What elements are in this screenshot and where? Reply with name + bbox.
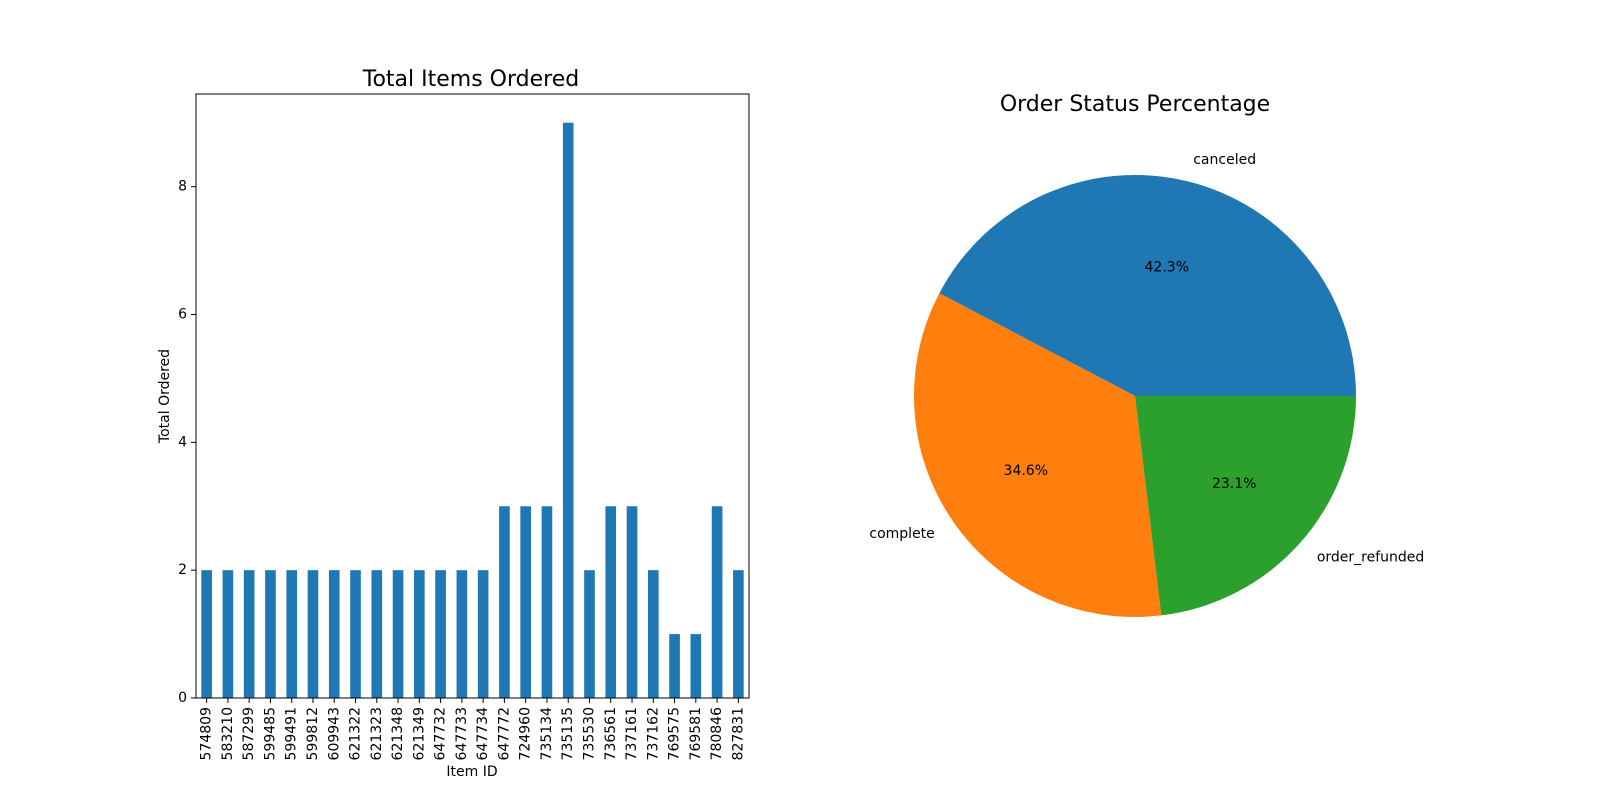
x-tick-label: 647733: [454, 707, 470, 760]
bar: [626, 506, 638, 698]
pie-slice-label: order_refunded: [1317, 549, 1424, 565]
x-tick-label: 736561: [603, 707, 619, 760]
bar: [307, 570, 319, 698]
pie-chart: Order Status Percentage 42.3% canceled 34.…: [869, 92, 1424, 618]
y-tick-label: 2: [178, 562, 187, 578]
x-tick-label: 827831: [730, 707, 746, 760]
y-axis-label: Total Ordered: [157, 349, 173, 444]
x-tick-label: 621349: [411, 707, 427, 760]
x-tick-label: 587299: [241, 707, 257, 760]
bar: [435, 570, 446, 698]
y-tick-label: 8: [178, 179, 187, 195]
bar: [711, 506, 723, 698]
y-axis-ticks: 0 2 4 6 8: [178, 179, 196, 706]
bar: [265, 570, 276, 698]
bar: [605, 506, 617, 698]
x-tick-label: 737161: [624, 707, 640, 760]
pie-slice-label: complete: [869, 526, 934, 542]
bar: [520, 506, 531, 698]
x-tick-label: 647732: [433, 707, 449, 760]
bar: [584, 570, 595, 698]
x-tick-label: 647734: [475, 707, 491, 761]
bar: [286, 570, 298, 698]
x-tick-label: 574809: [199, 707, 215, 760]
pie-slices: [914, 174, 1356, 618]
x-tick-label: 735530: [581, 707, 597, 760]
bar: [371, 570, 383, 698]
x-tick-label: 583210: [220, 707, 236, 760]
pie-slice: [1135, 396, 1356, 616]
bar: [690, 634, 702, 698]
x-tick-label: 647772: [496, 707, 512, 760]
bar-plot-frame: [195, 93, 750, 699]
bar: [222, 570, 234, 698]
bar: [669, 634, 680, 698]
x-tick-label: 769575: [667, 707, 683, 760]
x-tick-label: 599485: [262, 707, 278, 760]
bar: [201, 570, 212, 698]
bar: [328, 570, 340, 698]
bar: [541, 506, 553, 698]
x-tick-label: 735135: [560, 707, 576, 760]
x-tick-label: 599812: [305, 707, 321, 760]
pie-chart-title: Order Status Percentage: [1000, 92, 1270, 117]
pie-labels: 42.3% canceled 34.6% complete 23.1% order_ref…: [869, 152, 1424, 565]
x-tick-label: 621348: [390, 707, 406, 760]
x-tick-label: 599491: [284, 707, 300, 760]
bar-chart: Total Items Ordered 0 2 4 6 8 574809 583210 58…: [157, 67, 750, 780]
y-tick-label: 4: [178, 434, 187, 450]
x-tick-label: 735134: [539, 707, 555, 761]
x-axis-label: Item ID: [446, 764, 497, 780]
x-tick-label: 737162: [645, 707, 661, 760]
pie-slice: [939, 174, 1356, 396]
x-tick-label: 621323: [369, 707, 385, 760]
bar: [647, 570, 659, 698]
x-tick-label: 780846: [709, 707, 725, 761]
bar: [350, 570, 361, 698]
pie-percent-label: 42.3%: [1145, 259, 1189, 275]
bar: [414, 570, 425, 698]
bar: [392, 570, 404, 698]
y-tick-label: 0: [178, 690, 187, 706]
pie-percent-label: 34.6%: [1004, 463, 1048, 479]
pie-percent-label: 23.1%: [1212, 476, 1256, 492]
bar-chart-title: Total Items Ordered: [362, 67, 579, 92]
bar: [243, 570, 255, 698]
bar-series: [201, 122, 744, 698]
bar: [456, 570, 468, 698]
x-axis-ticks: 574809 583210 587299 599485 599491 599812 6099…: [199, 698, 746, 761]
bar: [562, 122, 574, 698]
bar: [733, 570, 744, 698]
bar: [499, 506, 510, 698]
x-tick-label: 609943: [326, 707, 342, 760]
x-tick-label: 724960: [518, 707, 534, 760]
pie-slice: [914, 293, 1162, 618]
x-tick-label: 621322: [348, 707, 364, 760]
bar: [477, 570, 489, 698]
pie-slice-label: canceled: [1193, 152, 1256, 168]
x-tick-label: 769581: [688, 707, 704, 760]
y-tick-label: 6: [178, 307, 187, 323]
